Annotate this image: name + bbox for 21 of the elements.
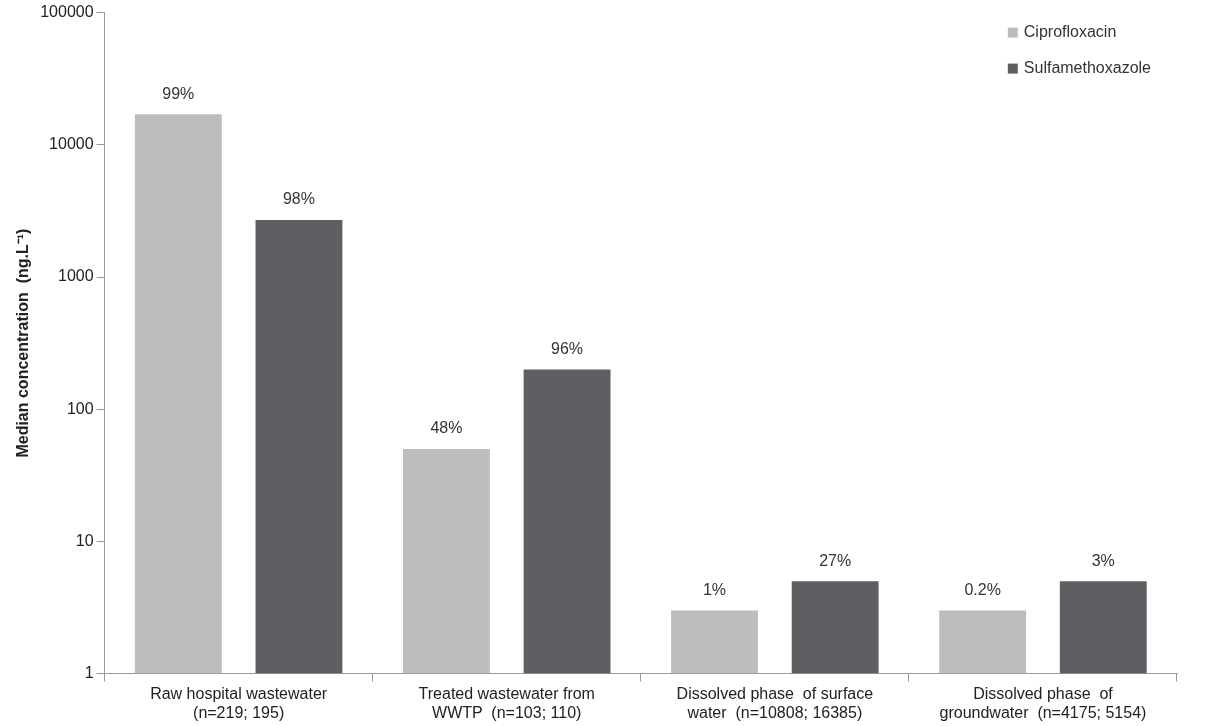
- annotation: 99%: [162, 84, 195, 102]
- legend-label: Ciprofloxacin: [1023, 23, 1117, 41]
- annotation: 3%: [1091, 551, 1115, 569]
- x-tick-label: Raw hospital wastewater (n=219; 195): [150, 684, 328, 721]
- annotation: 1%: [702, 580, 727, 598]
- y-tick-label: 1: [84, 664, 94, 682]
- y-tick-label: 100000: [40, 3, 94, 21]
- annotation: 48%: [430, 419, 463, 437]
- y-tick-label: 10000: [49, 135, 94, 153]
- annotation: 98%: [282, 190, 315, 208]
- annotation: 0.2%: [964, 580, 1001, 598]
- x-tick-label: Dissolved phase of groundwater (n=4175; 5154): [939, 684, 1147, 721]
- x-tick-label: Treated wastewater from WWTP (n=103; 110): [418, 684, 595, 721]
- y-axis-title: Median concentration (ng.L⁻¹): [14, 228, 32, 458]
- y-tick-label: 10: [75, 531, 94, 549]
- y-tick-label: 100: [66, 399, 94, 417]
- y-tick-label: 1000: [58, 267, 94, 285]
- annotation: 96%: [551, 339, 584, 357]
- x-tick-label: Dissolved phase of surface water (n=10808; 16385): [676, 684, 874, 721]
- annotation: 27%: [819, 551, 852, 569]
- legend-label: Sulfamethoxazole: [1023, 59, 1152, 77]
